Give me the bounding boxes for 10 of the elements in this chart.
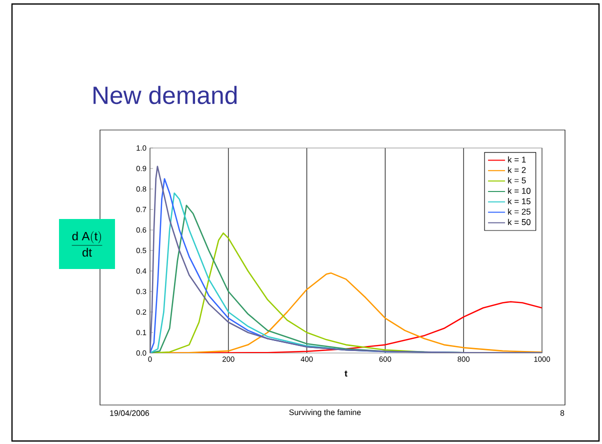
legend-label: k = 15 (508, 198, 530, 204)
chart-title: New demand (94, 86, 237, 104)
legend-label: k = 10 (508, 188, 531, 194)
legend-label: k = 50 (508, 218, 531, 226)
legend-label: k = 1 (508, 156, 526, 163)
y-axis-title: $\frac{\mathrm{d\;A(t)}}{\mathrm{dt}}$ (72, 231, 102, 257)
legend-label: k = 25 (508, 208, 530, 215)
x-axis-title: t (344, 370, 348, 377)
legend-label: k = 5 (508, 177, 526, 184)
legend-label: k = 2 (508, 166, 526, 173)
